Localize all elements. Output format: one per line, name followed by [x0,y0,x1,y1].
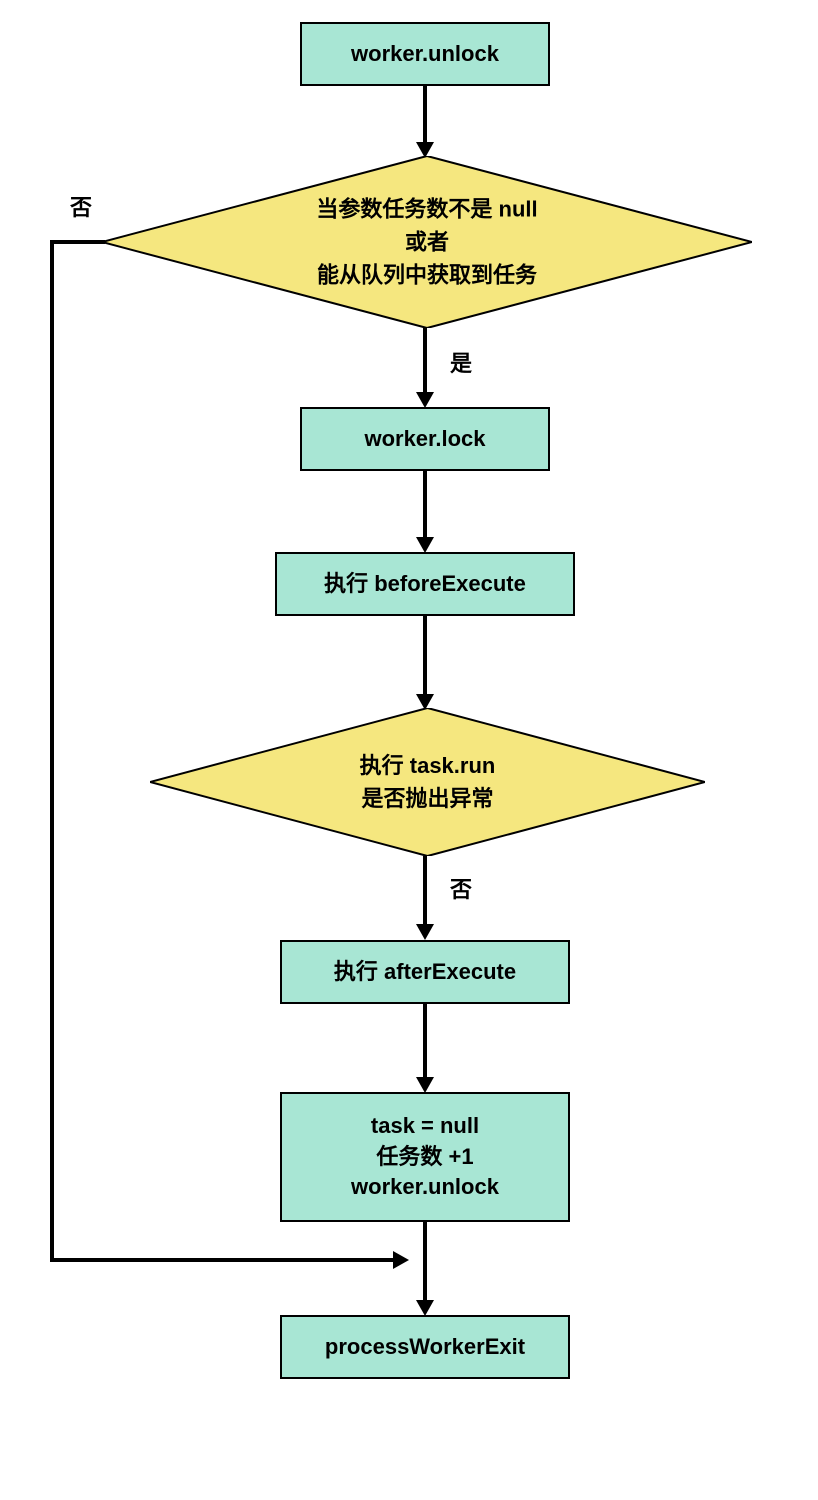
edge [423,616,427,696]
text-line: 当参数任务数不是 null [316,193,537,226]
edge-left-route [50,1258,395,1262]
text-line: 或者 [316,226,537,259]
edge-label-no: 否 [70,190,92,222]
text-line: 是否抛出异常 [360,782,496,815]
text-line: task = null [371,1111,479,1142]
arrow-head-icon [416,1300,434,1316]
node-label: processWorkerExit [325,1332,525,1363]
arrow-head-icon [393,1251,409,1269]
node-label: 执行 afterExecute [334,957,516,988]
text-line: 任务数 +1 [376,1142,473,1173]
edge [423,86,427,144]
edge [423,856,427,926]
node-after-execute: 执行 afterExecute [280,940,570,1004]
node-worker-unlock: worker.unlock [300,22,550,86]
node-decision-exception: 执行 task.run 是否抛出异常 [150,708,705,856]
node-label: 执行 beforeExecute [324,569,526,600]
node-label: worker.unlock [351,39,499,70]
arrow-head-icon [416,924,434,940]
edge-left-route [50,240,54,1262]
edge [423,1222,427,1302]
edge [423,471,427,539]
edge-left-route [50,240,105,244]
node-decision-task-null: 当参数任务数不是 null 或者 能从队列中获取到任务 [102,156,752,328]
text-line: worker.unlock [351,1172,499,1203]
arrow-head-icon [416,1077,434,1093]
edge [423,328,427,394]
edge [423,1004,427,1079]
node-label: worker.lock [364,424,485,455]
diamond-text: 当参数任务数不是 null 或者 能从队列中获取到任务 [316,193,537,292]
node-process-worker-exit: processWorkerExit [280,1315,570,1379]
diamond-text: 执行 task.run 是否抛出异常 [360,749,496,815]
arrow-head-icon [416,537,434,553]
node-worker-lock: worker.lock [300,407,550,471]
edge-label-yes: 是 [450,346,472,378]
text-line: 执行 task.run [360,749,496,782]
text-line: 能从队列中获取到任务 [316,259,537,292]
node-task-null-increment: task = null 任务数 +1 worker.unlock [280,1092,570,1222]
edge-label-no: 否 [450,872,472,904]
node-before-execute: 执行 beforeExecute [275,552,575,616]
arrow-head-icon [416,392,434,408]
